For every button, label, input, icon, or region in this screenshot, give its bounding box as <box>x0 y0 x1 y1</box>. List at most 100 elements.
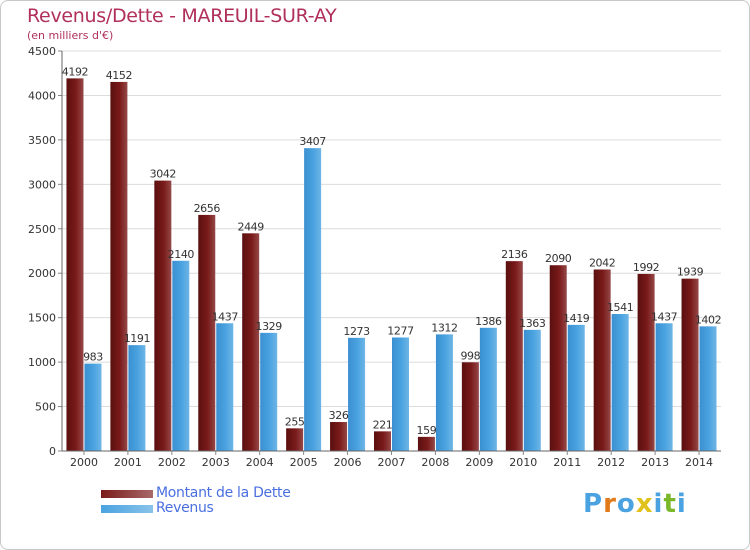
bar-revenus <box>655 323 673 451</box>
proxiti-logo: Proxiti <box>583 489 687 519</box>
data-label-dette: 159 <box>417 424 437 437</box>
chart-title: Revenus/Dette - MAREUIL-SUR-AY <box>27 5 337 27</box>
y-tick-label: 1000 <box>28 356 56 369</box>
data-label-dette: 1992 <box>633 261 659 274</box>
bar-revenus <box>84 363 102 451</box>
bar-dette <box>66 78 84 451</box>
x-tick-label: 2014 <box>685 456 713 469</box>
axes <box>61 51 721 452</box>
data-label-dette: 4192 <box>62 65 88 78</box>
y-tick-label: 3000 <box>28 178 56 191</box>
x-tick-label: 2011 <box>553 456 581 469</box>
logo-letter: r <box>603 489 617 519</box>
gridlines <box>62 50 721 452</box>
data-label-revenus: 983 <box>83 351 103 364</box>
legend-swatch-revenus <box>101 505 153 513</box>
bar-revenus <box>128 345 146 451</box>
bar-dette <box>637 273 655 451</box>
logo-letter: t <box>663 489 677 519</box>
data-label-dette: 2090 <box>545 252 572 265</box>
x-tick-label: 2006 <box>334 456 362 469</box>
data-label-dette: 255 <box>285 415 305 428</box>
x-tick-label: 2002 <box>158 456 186 469</box>
x-axis-ticks: 2000 2001 2002 2003 2004 2005 2006 2007 2008 2009… <box>70 451 713 469</box>
bar-dette <box>154 180 172 451</box>
bar-revenus <box>567 324 585 451</box>
data-label-dette: 2136 <box>501 248 528 261</box>
bar-dette <box>286 428 304 451</box>
data-label-dette: 2449 <box>237 220 264 233</box>
x-tick-label: 2008 <box>421 456 449 469</box>
legend-label-dette: Montant de la Dette <box>156 485 291 501</box>
bar-group <box>66 78 717 451</box>
data-label-revenus: 1277 <box>387 324 414 337</box>
data-label-dette: 2656 <box>194 202 221 215</box>
data-label-dette: 2042 <box>589 256 615 269</box>
bar-revenus <box>392 337 409 451</box>
bar-revenus <box>172 260 190 451</box>
bar-dette <box>461 362 479 451</box>
data-label-revenus: 1386 <box>475 315 502 328</box>
logo-letter: i <box>653 489 664 519</box>
data-label-revenus: 3407 <box>299 135 326 148</box>
legend-label-revenus: Revenus <box>156 500 214 516</box>
y-tick-label: 500 <box>35 401 56 414</box>
data-label-revenus: 1312 <box>431 321 457 334</box>
data-label-revenus: 1402 <box>695 313 721 326</box>
y-tick-label: 4000 <box>28 89 56 102</box>
x-tick-label: 2000 <box>70 456 98 469</box>
data-label-revenus: 1437 <box>212 310 239 323</box>
bar-revenus <box>611 314 629 451</box>
logo-letter: x <box>635 489 654 519</box>
data-label-dette: 221 <box>373 418 393 431</box>
bar-dette <box>549 265 567 451</box>
x-tick-label: 2007 <box>378 456 406 469</box>
data-label-revenus: 1273 <box>343 325 370 338</box>
data-label-revenus: 1541 <box>607 301 633 314</box>
bar-revenus <box>523 329 541 451</box>
bar-revenus <box>260 332 278 451</box>
y-tick-label: 1500 <box>28 312 56 325</box>
bar-dette <box>242 233 260 451</box>
logo-letter: i <box>676 489 687 519</box>
data-labels: 4192 983 4152 1191 3042 2140 2656 1437 2449 1329 2… <box>62 65 722 437</box>
x-tick-label: 2009 <box>465 456 493 469</box>
data-label-dette: 1939 <box>677 266 704 279</box>
bar-dette <box>681 278 699 451</box>
bar-revenus <box>216 323 234 451</box>
y-axis-ticks: 0 500 1000 1500 2000 2500 3000 3500 4000 4500 <box>28 45 62 458</box>
x-tick-label: 2003 <box>202 456 230 469</box>
bar-revenus <box>479 327 497 451</box>
y-tick-label: 2000 <box>28 267 56 280</box>
bar-dette <box>374 431 391 451</box>
data-label-dette: 3042 <box>150 168 176 181</box>
x-tick-label: 2005 <box>290 456 318 469</box>
bar-revenus <box>304 148 322 451</box>
y-tick-label: 3500 <box>28 134 56 147</box>
data-label-revenus: 1329 <box>255 320 282 333</box>
y-tick-label: 0 <box>49 445 56 458</box>
bar-dette <box>505 261 523 451</box>
x-tick-label: 2013 <box>641 456 669 469</box>
bar-revenus <box>699 326 717 451</box>
data-label-revenus: 2140 <box>168 248 195 261</box>
y-tick-label: 4500 <box>28 45 56 58</box>
logo-letter: P <box>583 489 604 519</box>
data-label-revenus: 1363 <box>519 317 546 330</box>
bar-dette <box>593 269 611 451</box>
y-tick-label: 2500 <box>28 223 56 236</box>
data-label-dette: 998 <box>460 349 480 362</box>
data-label-dette: 4152 <box>106 69 132 82</box>
logo-letter: o <box>616 489 636 519</box>
bar-dette <box>110 81 128 451</box>
data-label-revenus: 1419 <box>563 312 590 325</box>
x-tick-label: 2001 <box>114 456 142 469</box>
bar-revenus <box>435 334 453 451</box>
legend-swatch-dette <box>101 490 153 498</box>
chart-subtitle: (en milliers d'€) <box>27 29 114 42</box>
x-tick-label: 2012 <box>597 456 625 469</box>
bar-dette <box>198 214 216 451</box>
bar-dette <box>330 422 348 451</box>
